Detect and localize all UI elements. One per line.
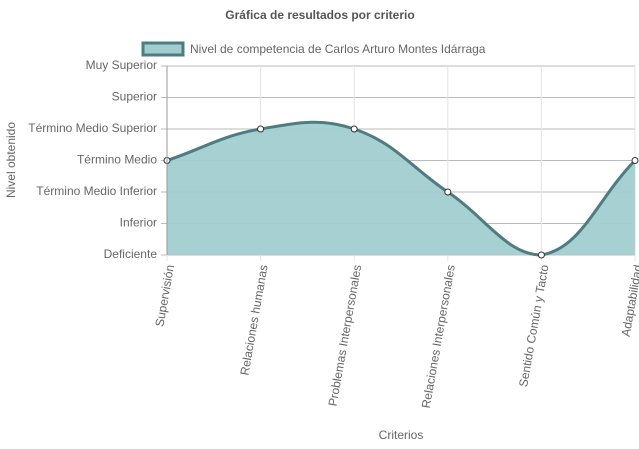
- point: [350, 125, 358, 133]
- x-tick-label: Relaciones Interpersonales: [419, 264, 458, 410]
- chart-title: Gráfica de resultados por criterio: [225, 8, 414, 22]
- y-tick-label: Término Medio: [77, 153, 157, 167]
- y-tick-label: Deficiente: [104, 247, 158, 261]
- point: [444, 188, 452, 196]
- y-axis-title: Nivel obtenido: [4, 122, 18, 198]
- area: [167, 122, 635, 255]
- line: [166, 120, 637, 257]
- y-tick-label: Término Medio Superior: [28, 121, 157, 135]
- legend-label: Nivel de competencia de Carlos Arturo Mo…: [190, 42, 486, 56]
- x-tick-label: Supervisión: [152, 264, 177, 328]
- x-tick-label: Adaptabilidad: [619, 264, 639, 338]
- x-tick-label: Sentido Común y Tacto: [516, 263, 551, 388]
- x-tick-label: Problemas Interpersonales: [326, 264, 365, 408]
- point: [631, 157, 639, 164]
- x-axis-title: Criterios: [379, 428, 424, 442]
- y-tick-label: Término Medio Inferior: [36, 184, 157, 198]
- y-tick-label: Superior: [112, 90, 157, 104]
- y-tick-label: Muy Superior: [86, 58, 157, 72]
- y-tick-label: Inferior: [120, 216, 157, 230]
- legend-swatch: [141, 41, 185, 57]
- point: [257, 125, 265, 133]
- point: [537, 251, 545, 259]
- x-tick-label: Relaciones humanas: [237, 264, 270, 377]
